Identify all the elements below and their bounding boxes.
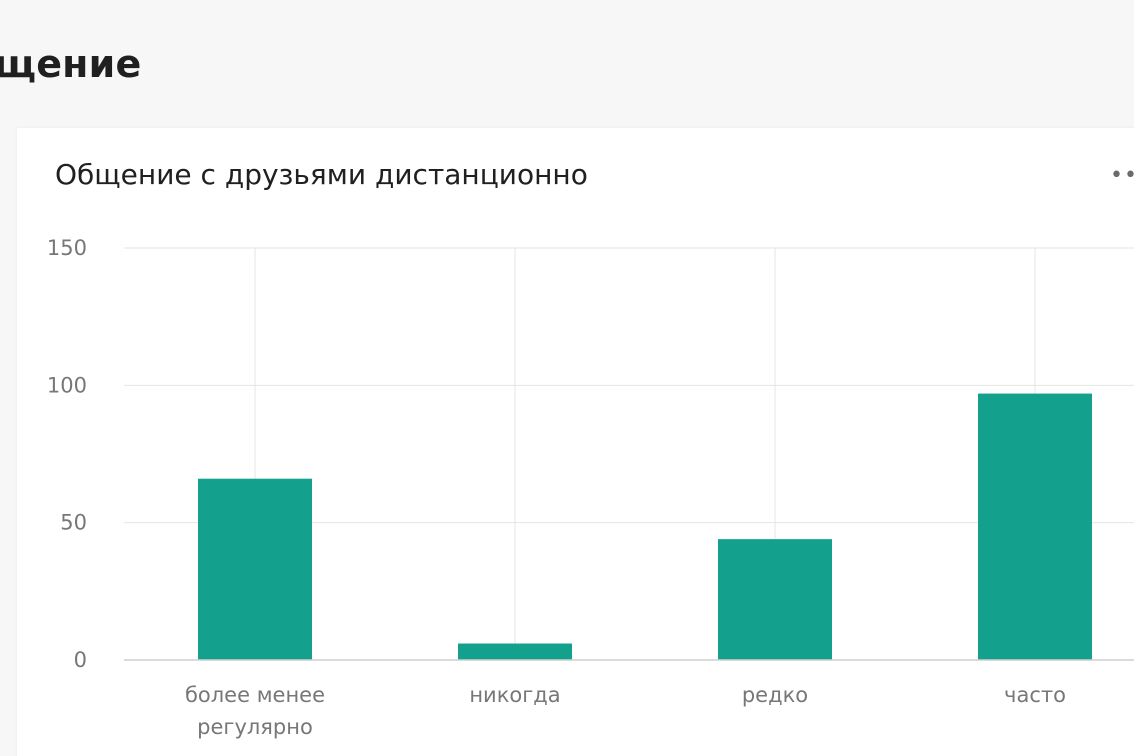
bar-chart: 0 50 100 150 более менее регулярно никогда редк… bbox=[47, 236, 1134, 739]
y-tick-label: 150 bbox=[47, 236, 87, 260]
y-tick-label: 100 bbox=[47, 373, 87, 397]
bar-1 bbox=[198, 478, 312, 660]
y-tick-label: 50 bbox=[60, 511, 87, 535]
bar-3 bbox=[718, 539, 832, 660]
more-dots-icon[interactable]: •• bbox=[1110, 163, 1134, 188]
x-tick-label: более менее регулярно bbox=[185, 683, 325, 739]
chart-card: Общение с друзьями дистанционно •• 0 50 10… bbox=[17, 128, 1134, 756]
x-tick-label: часто bbox=[1004, 683, 1066, 707]
x-tick-label: редко bbox=[742, 683, 808, 707]
y-tick-label: 0 bbox=[74, 648, 87, 672]
chart-title: Общение с друзьями дистанционно bbox=[55, 158, 588, 191]
bar-4 bbox=[978, 393, 1092, 660]
x-tick-label: никогда bbox=[469, 683, 560, 707]
section-title: щение bbox=[0, 42, 142, 86]
bar-2 bbox=[458, 643, 572, 660]
